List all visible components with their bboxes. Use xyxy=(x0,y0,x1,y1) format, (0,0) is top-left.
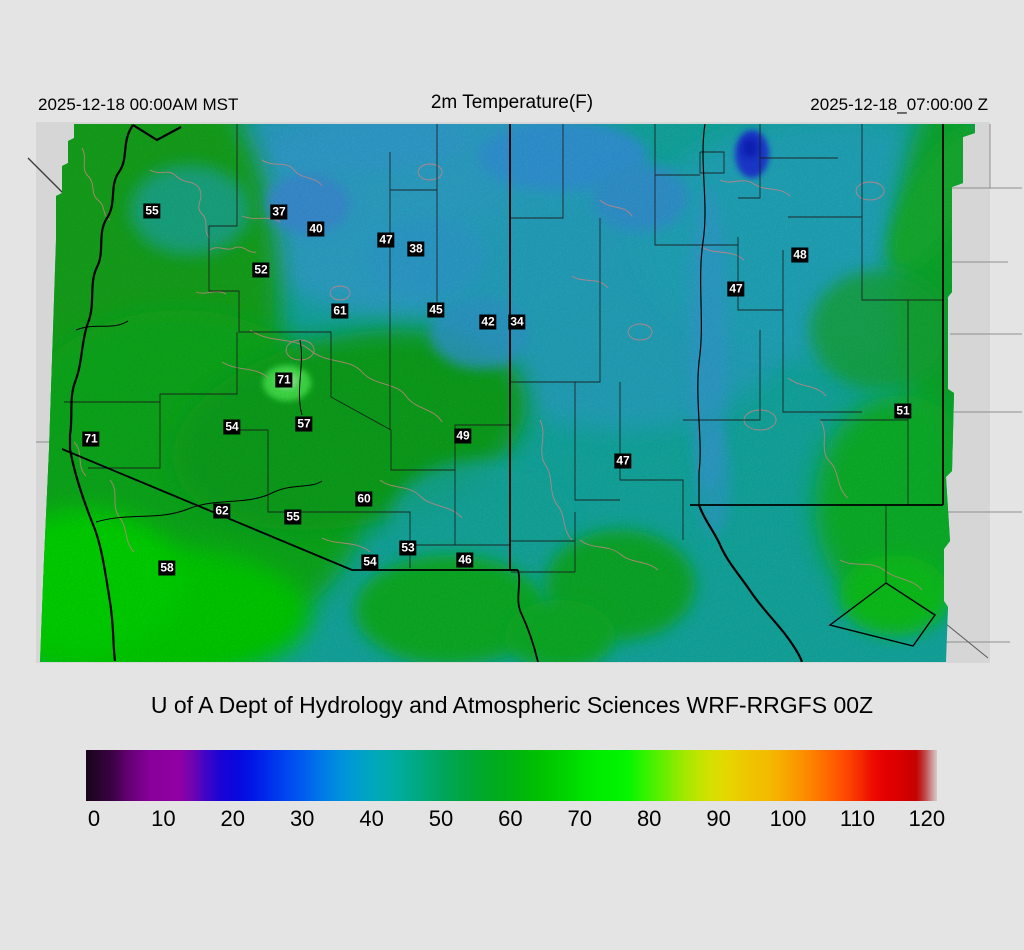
page-title: 2m Temperature(F) xyxy=(430,92,594,113)
colorbar-tick: 90 xyxy=(706,806,731,831)
colorbar-tick: 40 xyxy=(359,806,384,831)
rivers xyxy=(68,124,804,662)
colorbar-tick: 120 xyxy=(908,806,946,831)
colorbar-tick: 30 xyxy=(289,806,315,831)
temperature-field xyxy=(40,124,975,662)
colorbar-tick: 0 xyxy=(87,806,101,831)
terrain-contours xyxy=(73,147,923,591)
colorbar-tick: 80 xyxy=(636,806,662,831)
colorbar-tick: 70 xyxy=(567,806,593,831)
colorbar-tick-labels: 0 10 20 30 40 50 60 70 80 90 100 110 120 xyxy=(86,806,945,836)
colorbar-tick: 20 xyxy=(220,806,246,831)
colorbar-tick: 110 xyxy=(839,806,875,831)
caption: U of A Dept of Hydrology and Atmospheric… xyxy=(150,692,874,718)
state-borders xyxy=(61,124,944,662)
colorbar-tick: 10 xyxy=(151,806,176,831)
colorbar-tick: 100 xyxy=(769,806,807,831)
colorbar-tick: 60 xyxy=(498,806,523,831)
valid-time-utc: 2025-12-18_07:00:00 Z xyxy=(810,95,988,114)
colorbar-tick: 50 xyxy=(428,806,454,831)
county-lines xyxy=(64,124,943,583)
temperature-colorbar xyxy=(86,750,937,801)
valid-time-local: 2025-12-18 00:00AM MST xyxy=(38,95,239,114)
out-of-domain-county-lines xyxy=(36,124,1022,643)
